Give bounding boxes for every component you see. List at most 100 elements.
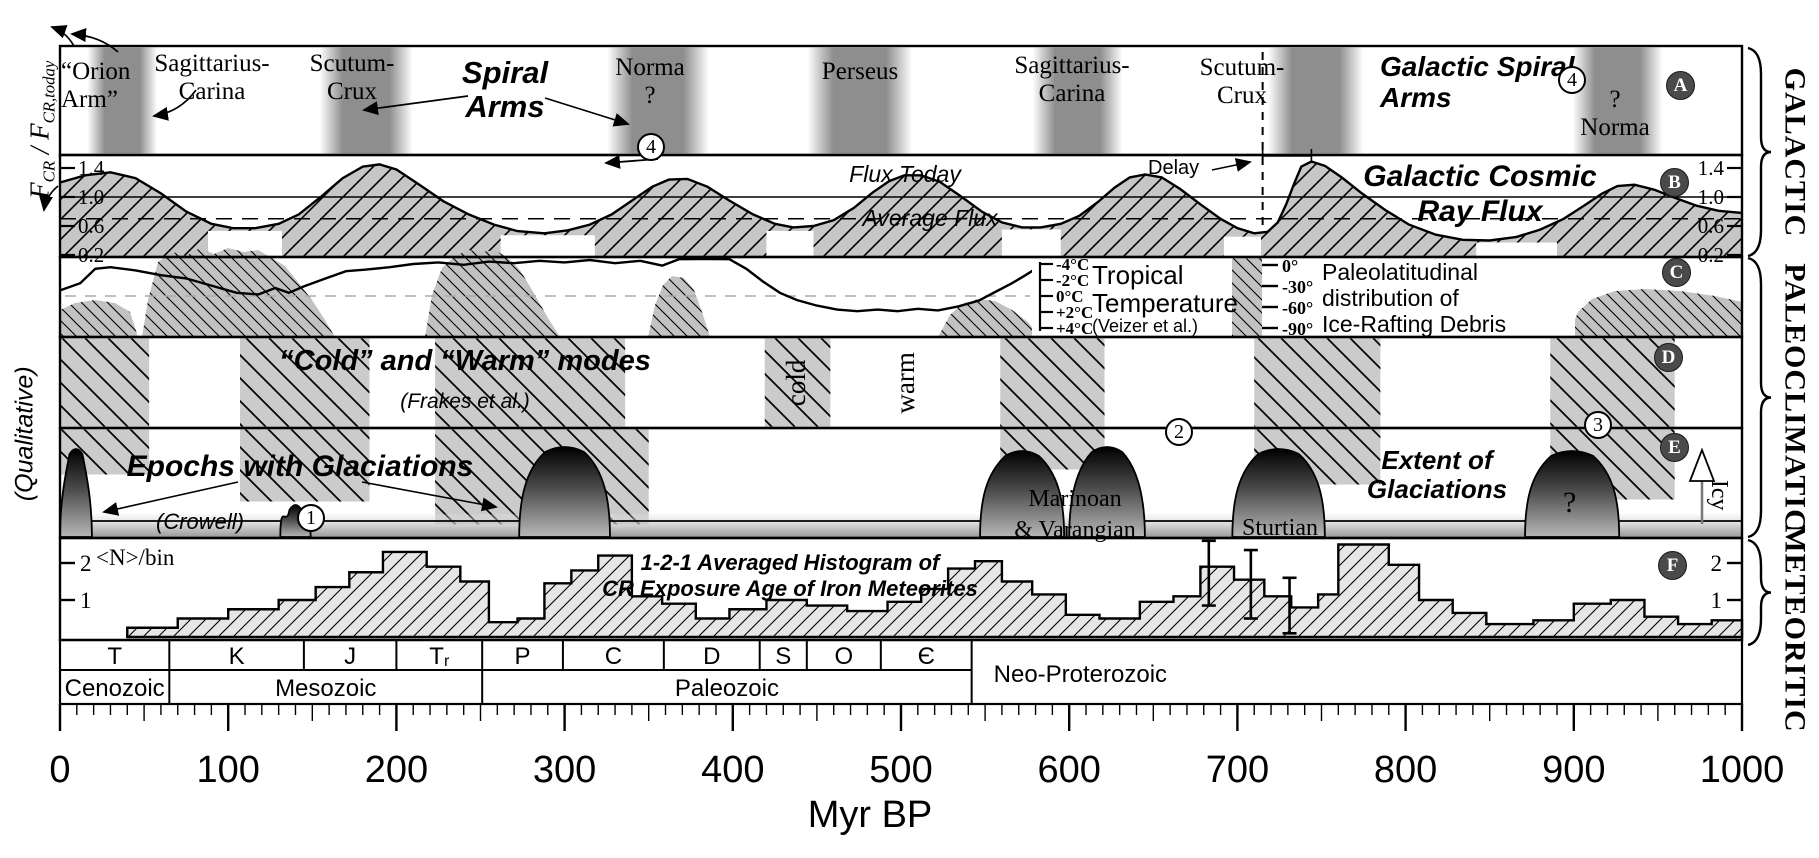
crowell-label: (Crowell) <box>156 509 244 534</box>
temp-scale-tick: +2°C <box>1056 303 1093 322</box>
period-label: Є <box>918 643 935 670</box>
section-brace <box>1747 538 1772 647</box>
paleolatitudinal-label: Paleolatitudinal distribution of Ice-Raf… <box>1322 259 1507 337</box>
qualitative-label: (Qualitative) <box>10 366 39 502</box>
fcr-axis-label: FCR / FCR,today <box>0 17 59 243</box>
circled-4b-icon: 4 <box>1558 66 1586 94</box>
period-label: J <box>344 643 356 670</box>
period-label: T <box>107 643 122 670</box>
lat-scale-tick: -30° <box>1282 277 1313 297</box>
era-label: Mesozoic <box>275 675 376 702</box>
panel-c: -4°C-2°C0°C+2°C+4°C 0°-30°-60°-90° <box>59 248 1742 339</box>
lat-scale-tick: -60° <box>1282 298 1313 318</box>
x-tick-label: 400 <box>701 749 764 791</box>
f-tick-right: 2 <box>1711 551 1723 576</box>
x-axis-title: Myr BP <box>807 794 933 836</box>
circled-4-icon: 4 <box>637 133 665 161</box>
icy-arrow-icon <box>1688 447 1716 482</box>
spiral-arms-label: Spiral Arms <box>461 55 549 125</box>
x-tick-label: 200 <box>365 749 428 791</box>
era-label: Cenozoic <box>65 675 165 702</box>
x-tick-label: 800 <box>1374 749 1437 791</box>
perseus-label: Perseus <box>821 58 899 85</box>
b-tick-left: 1.4 <box>78 156 105 180</box>
section-meteoritic: METEORITIC <box>1778 524 1812 733</box>
badge-b: B <box>1660 168 1689 197</box>
b-tick-right: 1.0 <box>1698 185 1724 209</box>
fcr-sub2: CR,today <box>39 60 59 124</box>
period-label: D <box>703 643 720 670</box>
badge-c: C <box>1662 258 1691 287</box>
panel-d-blocks <box>60 338 1675 427</box>
n-per-bin-label: <N>/bin <box>96 545 175 570</box>
x-tick-label: 1000 <box>1700 749 1785 791</box>
era-label: Paleozoic <box>675 675 779 702</box>
cold-warm-modes-label: “Cold” and “Warm” modes <box>279 345 651 377</box>
period-label: S <box>775 643 791 670</box>
period-label: C <box>605 643 622 670</box>
sagittarius-carina-2-label: Sagittarius- Carina <box>1014 52 1130 107</box>
x-tick-label: 700 <box>1206 749 1269 791</box>
delay-arrow <box>1211 158 1252 172</box>
circled-3-icon: 3 <box>1584 411 1612 439</box>
period-label: O <box>834 643 853 670</box>
panel-e-glaciations <box>59 429 1742 538</box>
temp-scale-tick: +4°C <box>1056 319 1093 338</box>
delay-label: Delay <box>1148 157 1200 179</box>
b-tick-right: 0.2 <box>1698 243 1724 267</box>
x-tick-label: 0 <box>49 749 70 791</box>
b-tick-right: 1.4 <box>1698 156 1725 180</box>
fcr-mid: / F <box>23 123 54 161</box>
tropical-temperature-label: Tropical Temperature <box>1092 260 1238 319</box>
average-flux-label: Average Flux <box>862 205 998 231</box>
x-tick-label: 300 <box>533 749 596 791</box>
x-tick-label: 100 <box>196 749 259 791</box>
badge-e: E <box>1660 433 1689 462</box>
extent-glaciations-label: Extent of Glaciations <box>1366 445 1508 504</box>
section-brace <box>1747 46 1772 258</box>
panel-a-bands <box>87 47 1663 154</box>
temp-scale-tick: 0°C <box>1056 287 1084 306</box>
icy-label: Icy <box>1706 479 1733 511</box>
badge-d: D <box>1654 343 1683 372</box>
fcr-sub1: CR <box>39 160 59 183</box>
flux-today-label: Flux Today <box>849 161 961 187</box>
x-tick-label: 900 <box>1542 749 1605 791</box>
panel-b-flux: 1.4 1.4 1.0 1.0 0.6 0.6 0.2 0.2 <box>59 149 1743 267</box>
circled-2-icon: 2 <box>1165 418 1193 446</box>
x-axis: 0 100 200 300 400 500 600 700 800 900 1000 <box>49 704 1784 791</box>
sturtian-label: Sturtian <box>1242 515 1318 541</box>
x-tick-label: 500 <box>869 749 932 791</box>
galactic-spiral-arms-label: Galactic Spiral Arms <box>1380 51 1575 113</box>
f-tick-left: 1 <box>80 588 92 613</box>
norma-2-label: ? Norma <box>1580 86 1650 141</box>
marinoan-varangian-label: Marinoan & Varangian <box>1014 486 1136 544</box>
histogram-title: 1-2-1 Averaged Histogram of CR Exposure … <box>602 550 978 602</box>
x-tick-label: 600 <box>1037 749 1100 791</box>
veizer-label: (Veizer et al.) <box>1092 316 1199 336</box>
norma-1-label: Norma ? <box>615 54 685 109</box>
b-tick-left: 1.0 <box>78 185 104 209</box>
b-tick-left: 0.6 <box>78 214 104 238</box>
period-label: P <box>515 643 531 670</box>
badge-a: A <box>1666 71 1695 100</box>
galactic-cosmic-ray-flux-label: Galactic Cosmic Ray Flux <box>1363 160 1597 228</box>
scutum-crux-2-label: Scutum- Crux <box>1199 54 1285 109</box>
temp-scale-tick: -2°C <box>1056 271 1089 290</box>
panel-f-histogram: 2 2 1 1 <box>60 539 1744 639</box>
b-tick-left: 0.2 <box>78 243 104 267</box>
epochs-glaciations-label: Epochs with Glaciations <box>126 450 474 483</box>
temp-scale-tick: -4°C <box>1056 255 1089 274</box>
f-tick-right: 1 <box>1711 588 1723 613</box>
badge-f: F <box>1658 551 1687 580</box>
period-label: K <box>229 643 245 670</box>
glaciation-question-label: ? <box>1563 486 1577 519</box>
scutum-crux-1-label: Scutum- Crux <box>309 50 395 105</box>
circled-1-icon: 1 <box>297 504 325 532</box>
b-tick-right: 0.6 <box>1698 214 1724 238</box>
annotation-arrows <box>39 25 630 212</box>
